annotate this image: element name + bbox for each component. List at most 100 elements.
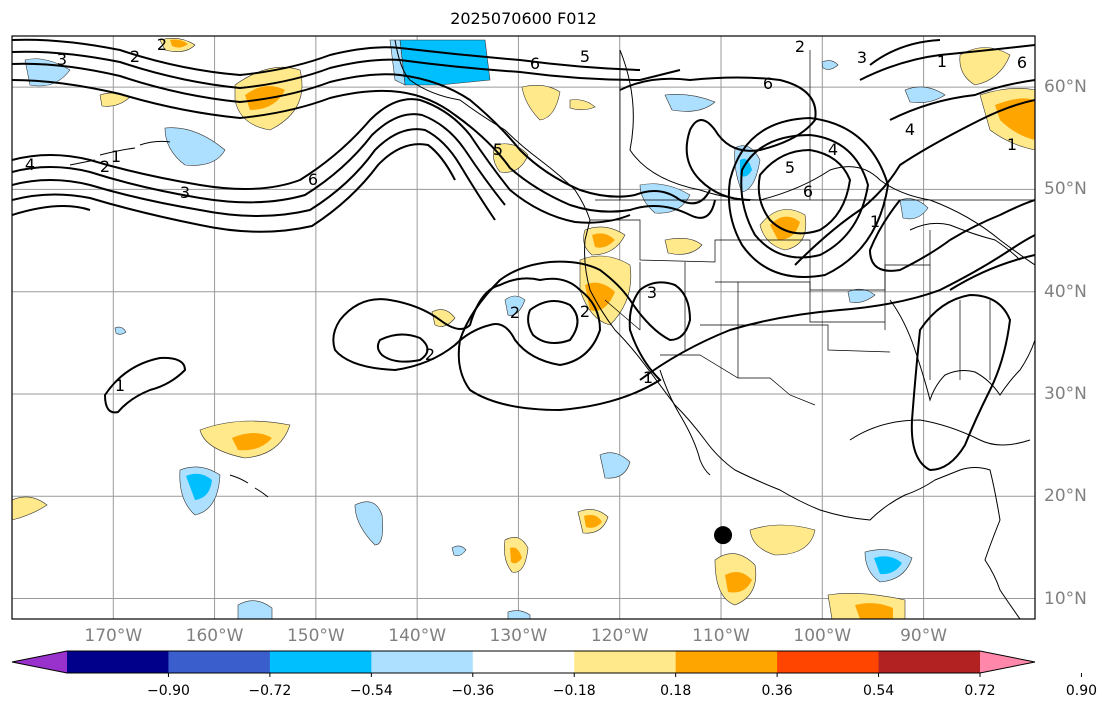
shade-blob	[521, 85, 561, 121]
shade-blob	[186, 473, 212, 500]
contour-label: 6	[530, 54, 540, 73]
contour-label: 2	[130, 47, 140, 66]
shade-blob	[592, 233, 615, 248]
contour-label: 2	[425, 345, 435, 364]
latitude-tick-label: 30°N	[1044, 383, 1087, 404]
contour-label: 1	[937, 52, 947, 71]
contour-line	[869, 39, 941, 66]
map-background	[12, 36, 1035, 619]
contour-label: 6	[803, 182, 813, 201]
shade-blob	[507, 610, 531, 619]
colorbar-tick-label: 0.18	[660, 683, 692, 699]
contour-line	[527, 300, 579, 345]
colorbar-segment	[574, 651, 677, 673]
contour-line	[868, 199, 1035, 272]
contour-line	[12, 205, 91, 216]
colorbar-segment	[675, 651, 778, 673]
contour-label: 4	[25, 155, 35, 174]
colorbar-segment	[472, 651, 575, 673]
latitude-tick-label: 60°N	[1044, 77, 1087, 98]
contour-label: 6	[1017, 53, 1027, 72]
shade-blob	[874, 556, 902, 575]
contour-label: 2	[100, 157, 110, 176]
contour-line	[727, 116, 890, 278]
contour-label: 5	[785, 158, 795, 177]
contour-label: 1	[115, 376, 125, 395]
point-marker	[714, 526, 733, 545]
colorbar-tick-label: 0.72	[964, 683, 996, 699]
longitude-tick-label: 150°W	[286, 626, 345, 646]
shade-blob	[431, 309, 456, 327]
contour-label: 1	[870, 212, 880, 231]
colorbar-outline	[11, 650, 1036, 674]
shade-blob	[725, 571, 752, 593]
contour-label: 4	[828, 140, 838, 159]
latitude-tick-label: 50°N	[1044, 179, 1087, 200]
colorbar-tick-label: −0.36	[451, 683, 495, 699]
shade-blob	[664, 94, 716, 112]
colorbar	[11, 650, 1082, 677]
shading-layer	[12, 38, 1035, 619]
contour-label: 3	[180, 183, 190, 202]
colorbar-segment	[878, 651, 981, 673]
contour-line	[910, 293, 1012, 472]
shade-blob	[510, 547, 522, 564]
contour-line	[332, 277, 602, 372]
colorbar-tick-label: −0.72	[248, 683, 292, 699]
shade-blob	[237, 600, 273, 619]
contour-label: 3	[57, 50, 67, 69]
contour-line	[12, 143, 456, 233]
latitude-tick-label: 40°N	[1044, 281, 1087, 302]
contour-label: 3	[647, 283, 657, 302]
contour-label: 2	[795, 37, 805, 56]
contour-line	[12, 62, 711, 205]
contour-line	[757, 148, 852, 235]
colorbar-tick-label: −0.90	[146, 683, 190, 699]
shade-blob	[569, 99, 596, 111]
shade-blob	[770, 216, 800, 240]
longitude-tick-label: 100°W	[793, 626, 852, 646]
contour-line	[457, 260, 692, 412]
contour-line	[12, 38, 641, 77]
contour-line	[639, 234, 1035, 381]
contour-label: 1	[1007, 135, 1017, 154]
contour-label: 6	[308, 170, 318, 189]
shade-blob	[164, 127, 226, 166]
contour-label: 2	[157, 35, 167, 54]
shade-blob	[354, 501, 383, 546]
shade-blob	[451, 545, 467, 557]
shade-blob	[493, 143, 529, 173]
longitude-tick-label: 130°W	[489, 626, 548, 646]
shade-blob	[232, 433, 272, 451]
contour-line	[889, 79, 1035, 121]
shade-blob	[847, 288, 876, 303]
colorbar-segment	[67, 651, 169, 673]
map-title: 2025070600 F012	[450, 9, 597, 28]
contour-line	[619, 76, 817, 201]
shade-blob	[664, 238, 703, 255]
colorbar-tick-label: −0.18	[552, 683, 596, 699]
contour-line	[376, 333, 429, 363]
longitude-tick-label: 120°W	[590, 626, 649, 646]
contour-line	[949, 254, 1035, 291]
contour-line	[794, 99, 1035, 266]
contour-line	[12, 79, 716, 219]
colorbar-segment	[269, 651, 372, 673]
colorbar-segment	[371, 651, 474, 673]
longitude-tick-label: 140°W	[388, 626, 447, 646]
shade-blob	[959, 47, 1011, 86]
contour-line	[859, 44, 1035, 81]
colorbar-segment	[777, 651, 880, 673]
contour-label: 6	[763, 74, 773, 93]
shade-blob	[599, 452, 631, 479]
contour-line	[12, 50, 681, 90]
colorbar-extend-low	[12, 651, 67, 673]
shade-blob	[504, 295, 526, 316]
contour-lines	[12, 38, 1035, 472]
contour-label: 1	[111, 147, 121, 166]
colorbar-tick-label: 0.90	[1065, 683, 1098, 699]
contour-line	[12, 98, 631, 224]
shade-blob	[855, 603, 893, 619]
